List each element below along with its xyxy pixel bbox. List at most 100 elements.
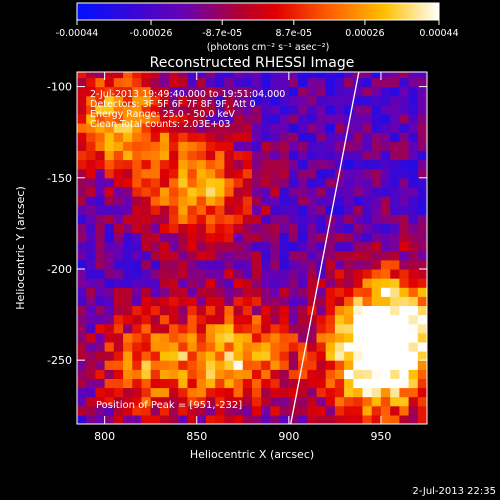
heatmap-cell xyxy=(270,123,281,133)
heatmap-cell xyxy=(417,269,427,279)
heatmap-cell xyxy=(150,278,161,288)
heatmap-cell xyxy=(307,159,318,170)
heatmap-cell xyxy=(325,250,336,261)
heatmap-cell xyxy=(159,150,170,161)
heatmap-cell xyxy=(399,332,410,343)
heatmap-cell xyxy=(132,351,143,361)
heatmap-cell xyxy=(408,369,419,379)
heatmap-cell xyxy=(399,113,410,124)
heatmap-cell xyxy=(178,378,189,389)
heatmap-cell xyxy=(77,250,87,261)
heatmap-cell xyxy=(288,323,299,334)
heatmap-cell xyxy=(95,396,106,407)
heatmap-cell xyxy=(353,123,364,133)
heatmap-cell xyxy=(252,77,262,88)
heatmap-cell xyxy=(279,305,290,316)
heatmap-cell xyxy=(178,314,189,325)
heatmap-cell xyxy=(270,314,281,325)
heatmap-cell xyxy=(380,269,391,279)
heatmap-cell xyxy=(252,314,262,325)
heatmap-cell xyxy=(380,378,391,389)
heatmap-cell xyxy=(77,104,87,115)
heatmap-cell xyxy=(141,259,152,270)
heatmap-cell xyxy=(159,387,170,398)
heatmap-cell xyxy=(325,123,336,133)
heatmap-cell xyxy=(371,369,382,379)
heatmap-cell xyxy=(261,296,271,306)
heatmap-cell xyxy=(362,223,373,234)
heatmap-cell xyxy=(77,360,87,370)
heatmap-cell xyxy=(279,95,290,106)
heatmap-cell xyxy=(390,269,400,279)
heatmap-cell xyxy=(298,232,308,243)
heatmap-cell xyxy=(205,223,216,234)
heatmap-cell xyxy=(86,341,96,352)
heatmap-cell xyxy=(215,250,225,261)
heatmap-cell xyxy=(141,332,152,343)
heatmap-cell xyxy=(242,287,253,297)
heatmap-cell xyxy=(417,405,427,416)
heatmap-cell xyxy=(399,296,410,306)
heatmap-cell xyxy=(270,269,281,279)
heatmap-cell xyxy=(408,113,419,124)
heatmap-cell xyxy=(288,123,299,133)
heatmap-cell xyxy=(270,414,281,424)
heatmap-cell xyxy=(344,104,354,115)
heatmap-cell xyxy=(77,232,87,243)
heatmap-cell xyxy=(362,369,373,379)
heatmap-cell xyxy=(252,323,262,334)
heatmap-cell xyxy=(298,104,308,115)
heatmap-cell xyxy=(279,123,290,133)
heatmap-cell xyxy=(417,314,427,325)
heatmap-cell xyxy=(362,95,373,106)
heatmap-cell xyxy=(279,113,290,124)
heatmap-cell xyxy=(298,250,308,261)
heatmap-cell xyxy=(252,113,262,124)
heatmap-cell xyxy=(325,186,336,197)
heatmap-cell xyxy=(233,341,244,352)
heatmap-cell xyxy=(325,405,336,416)
heatmap-cell xyxy=(178,77,189,88)
heatmap-cell xyxy=(288,378,299,389)
heatmap-cell xyxy=(344,259,354,270)
heatmap-cell xyxy=(417,223,427,234)
heatmap-cell xyxy=(95,369,106,379)
heatmap-cell xyxy=(123,378,133,389)
heatmap-cell xyxy=(104,72,115,79)
heatmap-cell xyxy=(123,95,133,106)
heatmap-cell xyxy=(353,387,364,398)
heatmap-cell xyxy=(215,113,225,124)
heatmap-cell xyxy=(123,223,133,234)
heatmap-cell xyxy=(298,287,308,297)
heatmap-cell xyxy=(334,113,345,124)
heatmap-cell xyxy=(141,250,152,261)
heatmap-cell xyxy=(205,278,216,288)
heatmap-cell xyxy=(399,214,410,224)
heatmap-cell xyxy=(150,223,161,234)
heatmap-cell xyxy=(344,95,354,106)
heatmap-cell xyxy=(224,405,235,416)
heatmap-cell xyxy=(380,132,391,142)
heatmap-cell xyxy=(123,314,133,325)
heatmap-cell xyxy=(316,323,327,334)
heatmap-cell xyxy=(141,77,152,88)
heatmap-cell xyxy=(261,387,271,398)
heatmap-cell xyxy=(141,186,152,197)
heatmap-cell xyxy=(215,332,225,343)
heatmap-cell xyxy=(353,150,364,161)
heatmap-cell xyxy=(261,351,271,361)
heatmap-cell xyxy=(215,150,225,161)
heatmap-cell xyxy=(132,177,143,188)
y-tick-label: -100 xyxy=(47,81,72,94)
heatmap-cell xyxy=(169,314,179,325)
heatmap-cell xyxy=(224,341,235,352)
heatmap-cell xyxy=(77,77,87,88)
heatmap-cell xyxy=(104,259,115,270)
heatmap-cell xyxy=(362,132,373,142)
heatmap-cell xyxy=(104,360,115,370)
heatmap-cell xyxy=(205,305,216,316)
heatmap-cell xyxy=(325,269,336,279)
heatmap-cell xyxy=(132,378,143,389)
heatmap-cell xyxy=(279,387,290,398)
heatmap-cell xyxy=(261,95,271,106)
